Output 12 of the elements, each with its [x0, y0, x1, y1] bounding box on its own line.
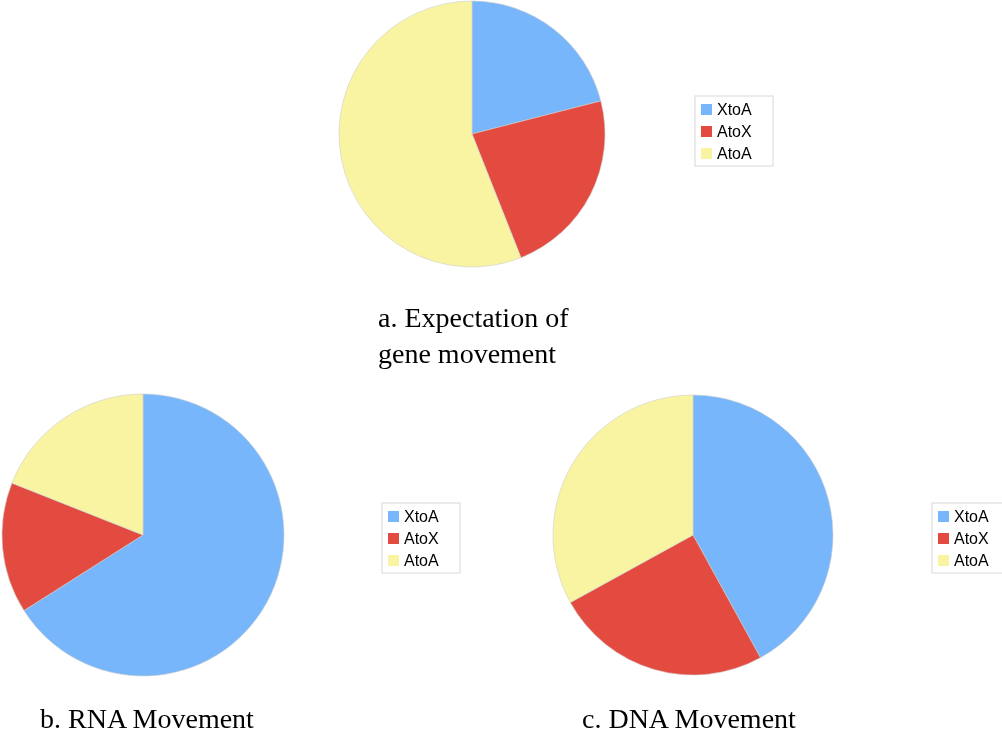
legend-label: XtoA	[404, 508, 440, 525]
legend-label: AtoA	[404, 552, 440, 569]
legend-label: AtoX	[954, 530, 990, 547]
text: b. RNA Movement	[40, 703, 255, 734]
legend-label: AtoX	[404, 530, 440, 547]
legend-label: AtoA	[717, 145, 753, 162]
text: c. DNA Movement	[582, 703, 797, 734]
legend-label: XtoA	[954, 508, 990, 525]
legend-label: AtoX	[717, 123, 753, 140]
legend-label: AtoA	[954, 552, 990, 569]
text: a. Expectation of gene movement	[378, 302, 570, 369]
legend-label: XtoA	[717, 101, 753, 118]
